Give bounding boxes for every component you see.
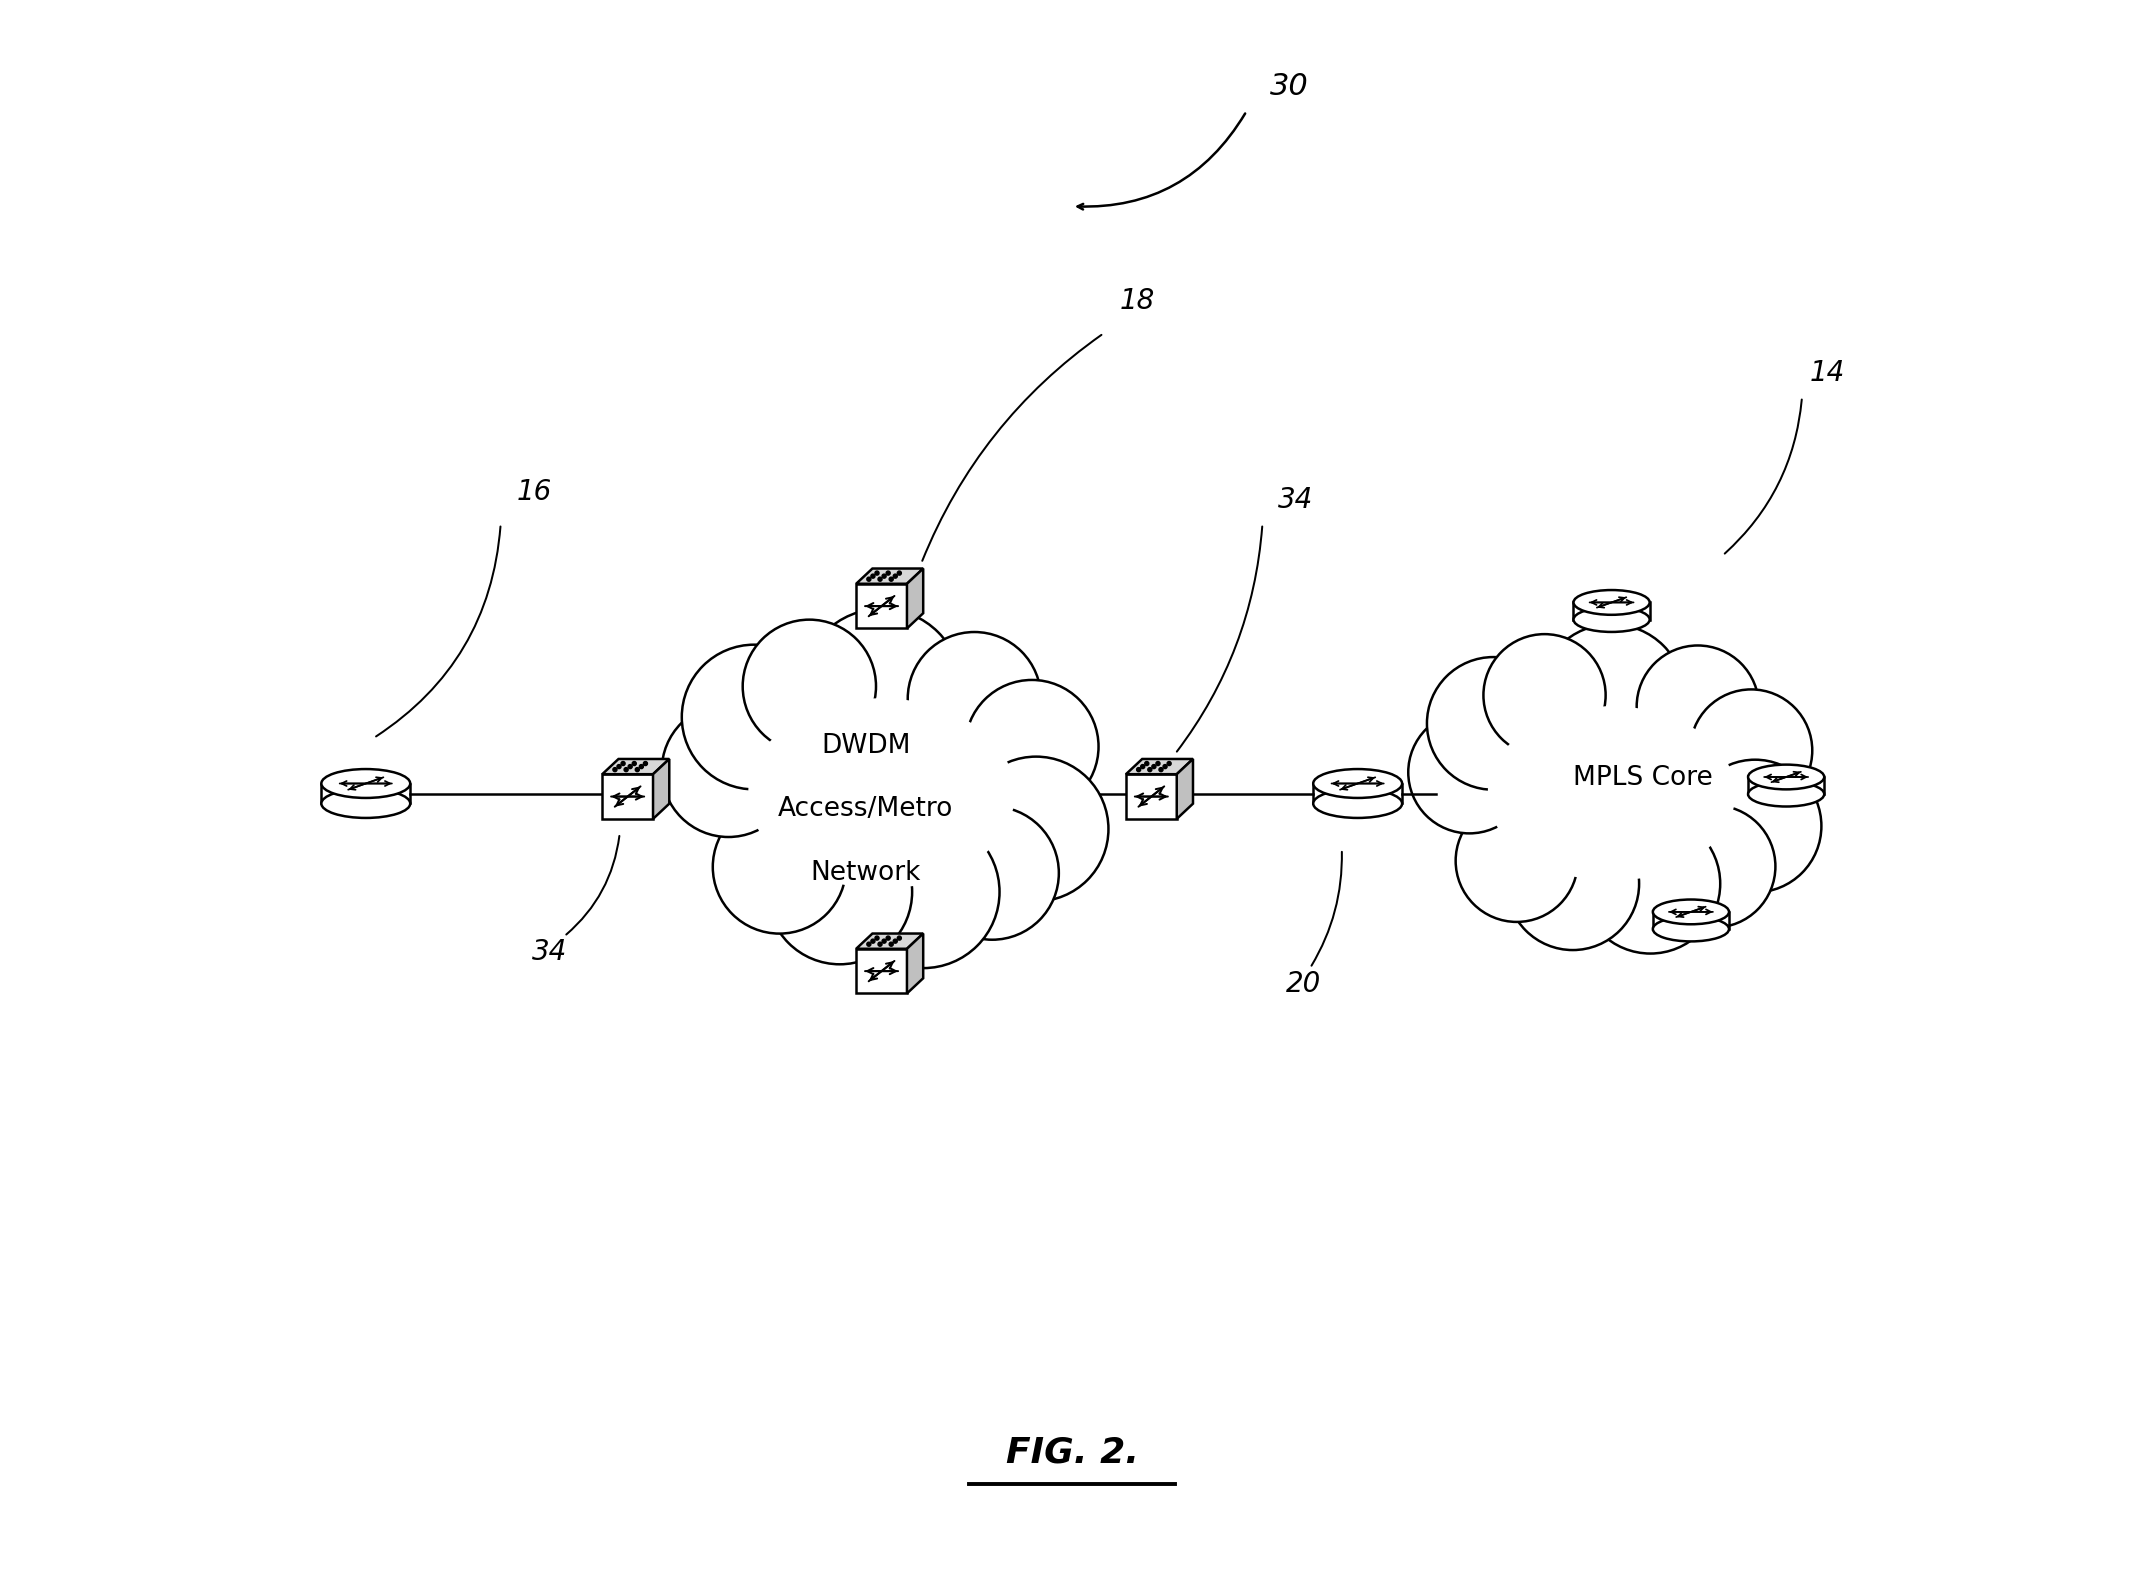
Polygon shape: [855, 584, 907, 628]
Circle shape: [870, 940, 875, 943]
Circle shape: [894, 940, 898, 943]
Circle shape: [802, 609, 961, 768]
Circle shape: [712, 800, 847, 933]
Circle shape: [628, 765, 632, 768]
Text: 34: 34: [532, 938, 568, 966]
Circle shape: [926, 806, 1059, 940]
Circle shape: [879, 578, 881, 581]
Text: Access/Metro: Access/Metro: [778, 797, 954, 822]
Circle shape: [617, 765, 622, 768]
Circle shape: [613, 768, 617, 771]
Circle shape: [742, 619, 877, 752]
Polygon shape: [1126, 774, 1177, 819]
Circle shape: [894, 574, 898, 578]
Circle shape: [885, 936, 890, 940]
Text: 34: 34: [1278, 486, 1314, 514]
Ellipse shape: [1574, 608, 1649, 632]
Circle shape: [870, 574, 875, 578]
Polygon shape: [602, 759, 669, 774]
Ellipse shape: [1747, 782, 1825, 806]
Polygon shape: [855, 949, 907, 993]
Circle shape: [1166, 762, 1171, 765]
Circle shape: [1162, 765, 1166, 768]
Ellipse shape: [1314, 770, 1402, 798]
Circle shape: [1653, 805, 1775, 927]
Circle shape: [879, 943, 881, 946]
Circle shape: [866, 578, 870, 581]
Polygon shape: [654, 759, 669, 819]
Circle shape: [847, 816, 999, 968]
Circle shape: [1151, 765, 1156, 768]
Circle shape: [1689, 689, 1812, 811]
Polygon shape: [907, 568, 924, 628]
Circle shape: [624, 768, 628, 771]
Circle shape: [1484, 635, 1606, 757]
Circle shape: [1409, 711, 1531, 833]
Ellipse shape: [322, 770, 410, 798]
Ellipse shape: [1314, 789, 1402, 817]
Polygon shape: [855, 933, 924, 949]
Ellipse shape: [1653, 917, 1728, 941]
Circle shape: [875, 571, 879, 574]
Text: 16: 16: [517, 478, 551, 506]
Circle shape: [907, 632, 1042, 765]
Circle shape: [890, 943, 894, 946]
Polygon shape: [602, 774, 654, 819]
Circle shape: [965, 679, 1098, 813]
Polygon shape: [1126, 759, 1192, 774]
Ellipse shape: [1488, 706, 1734, 881]
Text: 14: 14: [1810, 359, 1846, 387]
Circle shape: [1456, 800, 1578, 922]
Text: Network: Network: [810, 860, 922, 886]
Circle shape: [643, 762, 647, 765]
Ellipse shape: [1747, 765, 1825, 789]
Circle shape: [682, 644, 828, 789]
Circle shape: [1156, 762, 1160, 765]
Ellipse shape: [322, 789, 410, 817]
Circle shape: [881, 574, 885, 578]
Circle shape: [1136, 768, 1141, 771]
Circle shape: [1428, 657, 1559, 790]
Circle shape: [963, 757, 1108, 901]
Circle shape: [885, 571, 890, 574]
Circle shape: [1689, 760, 1822, 892]
Circle shape: [1636, 646, 1758, 768]
Circle shape: [1507, 817, 1640, 951]
Circle shape: [1160, 768, 1162, 771]
Text: DWDM: DWDM: [821, 733, 911, 759]
Circle shape: [622, 762, 626, 765]
Text: 20: 20: [1286, 970, 1321, 998]
Circle shape: [1580, 814, 1719, 954]
Polygon shape: [907, 933, 924, 993]
Circle shape: [1141, 765, 1145, 768]
Circle shape: [898, 571, 900, 574]
Circle shape: [866, 943, 870, 946]
Polygon shape: [855, 568, 924, 584]
Circle shape: [632, 762, 637, 765]
Ellipse shape: [727, 660, 1038, 927]
Circle shape: [881, 940, 885, 943]
Text: FIG. 2.: FIG. 2.: [1006, 1435, 1138, 1470]
Circle shape: [1145, 762, 1149, 765]
Text: 30: 30: [1271, 73, 1310, 102]
Ellipse shape: [1466, 671, 1756, 916]
Circle shape: [662, 703, 795, 836]
Text: MPLS Core: MPLS Core: [1574, 765, 1713, 790]
Circle shape: [1147, 768, 1151, 771]
Ellipse shape: [748, 698, 1014, 889]
Ellipse shape: [1653, 900, 1728, 924]
Circle shape: [768, 819, 911, 965]
Circle shape: [890, 578, 894, 581]
Circle shape: [1537, 624, 1685, 771]
Circle shape: [898, 936, 900, 940]
Polygon shape: [1177, 759, 1192, 819]
Circle shape: [639, 765, 643, 768]
Text: 18: 18: [1119, 287, 1156, 316]
Circle shape: [875, 936, 879, 940]
Ellipse shape: [1574, 590, 1649, 614]
Circle shape: [635, 768, 639, 771]
